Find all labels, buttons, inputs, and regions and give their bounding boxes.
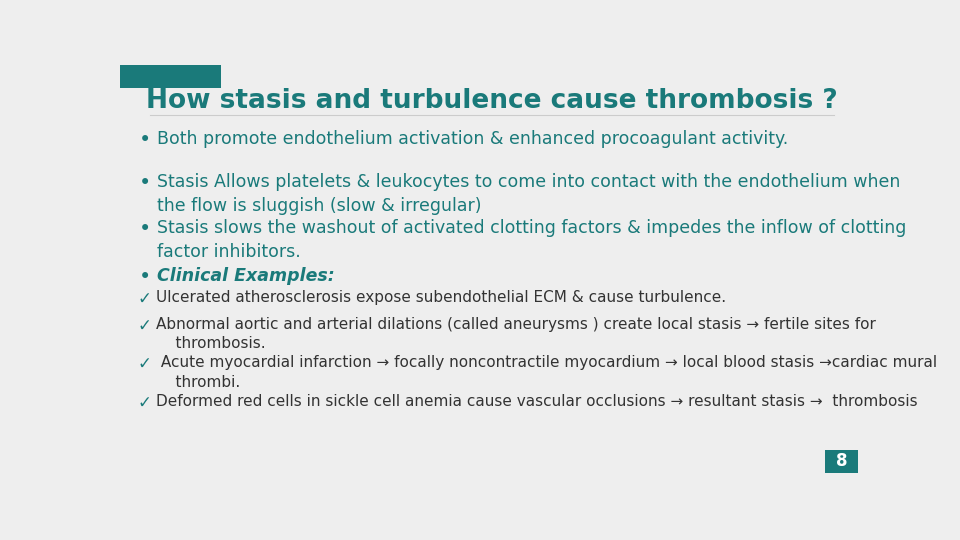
Text: Both promote endothelium activation & enhanced procoagulant activity.: Both promote endothelium activation & en… — [157, 130, 788, 148]
Text: •: • — [138, 173, 151, 193]
Text: Stasis Allows platelets & leukocytes to come into contact with the endothelium w: Stasis Allows platelets & leukocytes to … — [157, 173, 900, 215]
Text: •: • — [138, 267, 151, 287]
Text: ✓: ✓ — [138, 316, 152, 335]
Text: ✓: ✓ — [138, 394, 152, 411]
Text: 8: 8 — [836, 453, 848, 470]
Bar — [120, 65, 221, 88]
Bar — [826, 450, 858, 473]
Text: •: • — [138, 219, 151, 239]
Text: Stasis slows the washout of activated clotting factors & impedes the inflow of c: Stasis slows the washout of activated cl… — [157, 219, 906, 261]
Text: Deformed red cells in sickle cell anemia cause vascular occlusions → resultant s: Deformed red cells in sickle cell anemia… — [156, 394, 917, 409]
Text: Acute myocardial infarction → focally noncontractile myocardium → local blood st: Acute myocardial infarction → focally no… — [156, 355, 937, 390]
Text: •: • — [138, 130, 151, 150]
Text: Clinical Examples:: Clinical Examples: — [157, 267, 335, 285]
Text: Abnormal aortic and arterial dilations (called aneurysms ) create local stasis →: Abnormal aortic and arterial dilations (… — [156, 316, 876, 352]
Text: ✓: ✓ — [138, 289, 152, 308]
Text: Ulcerated atherosclerosis expose subendothelial ECM & cause turbulence.: Ulcerated atherosclerosis expose subendo… — [156, 289, 726, 305]
Text: How stasis and turbulence cause thrombosis ?: How stasis and turbulence cause thrombos… — [146, 88, 838, 114]
Text: ✓: ✓ — [138, 355, 152, 373]
